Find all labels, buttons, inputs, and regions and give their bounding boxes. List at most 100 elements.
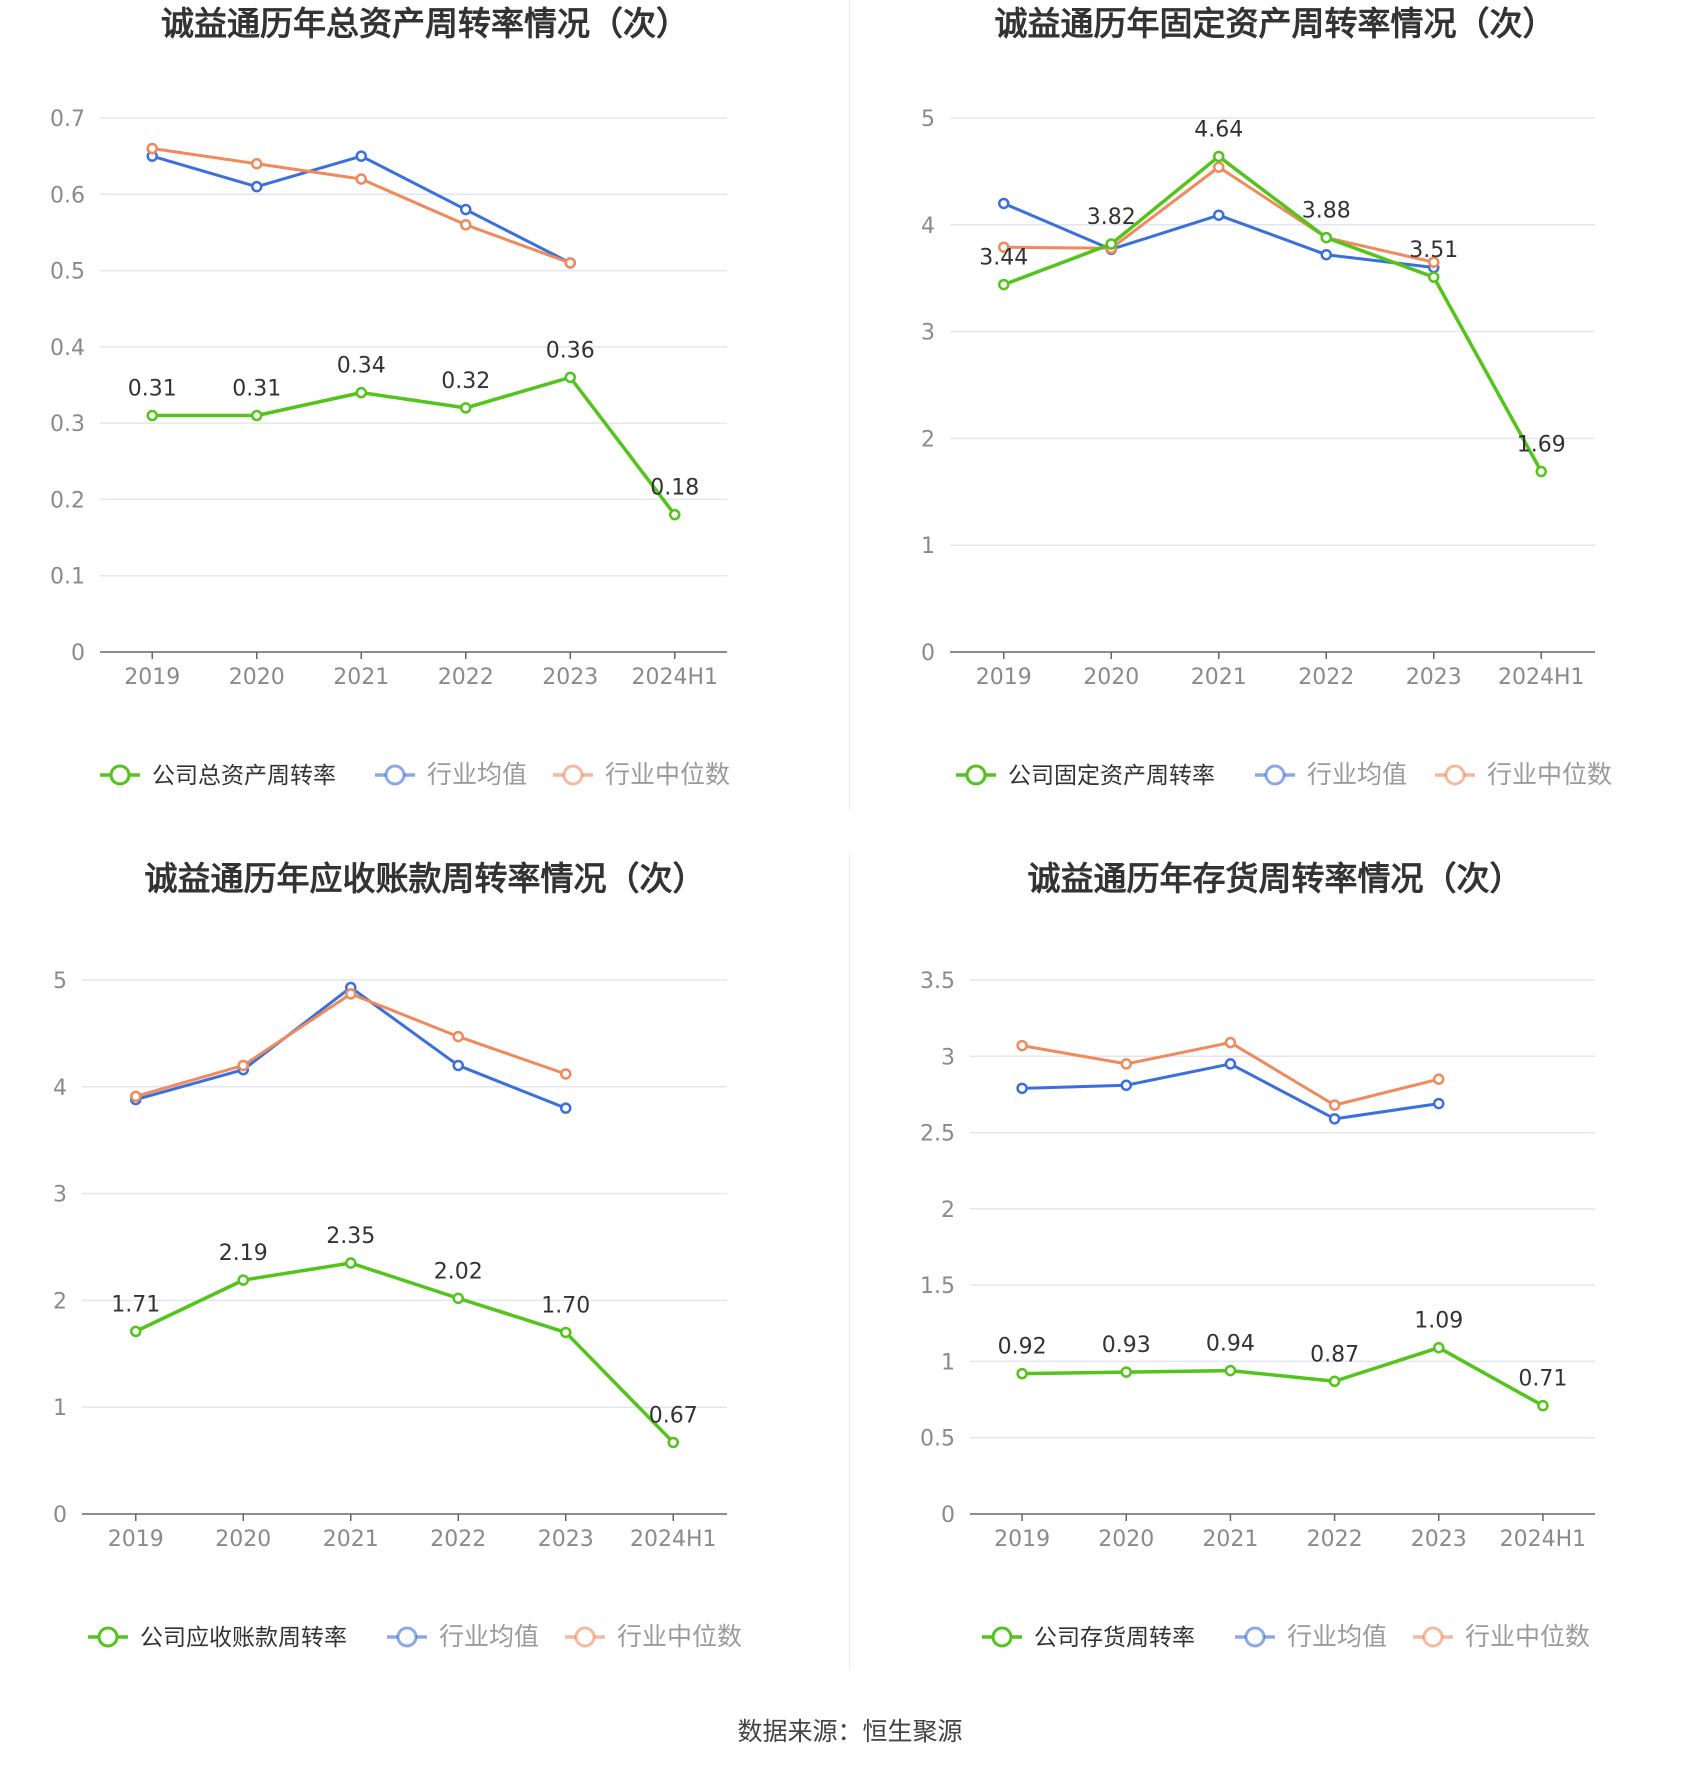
x-tick-label: 2019	[994, 1527, 1050, 1552]
legend-label: 公司存货周转率	[1034, 1625, 1195, 1651]
chart-receivable-turnover: 诚益通历年应收账款周转率情况（次） 0 1 2 3 4 5 2019 2020 2021 2022 2…	[0, 855, 850, 1725]
chart-title: 诚益通历年存货周转率情况（次）	[1028, 859, 1523, 898]
data-point	[1428, 256, 1440, 268]
legend-label: 行业中位数	[617, 1622, 742, 1651]
data-point	[1433, 1073, 1445, 1085]
legend-label: 行业均值	[1307, 760, 1407, 789]
data-label: 0.67	[649, 1403, 698, 1428]
legend-marker-circle	[1244, 1626, 1266, 1648]
data-point	[1433, 1341, 1445, 1354]
x-tick-label: 2021	[1202, 1527, 1258, 1552]
x-tick-label: 2021	[1191, 665, 1247, 690]
data-point	[669, 508, 681, 521]
data-point	[1535, 465, 1547, 478]
data-point	[452, 1292, 464, 1305]
data-label: 0.34	[337, 354, 386, 379]
data-point	[1224, 1364, 1237, 1377]
legend-label: 行业中位数	[1487, 760, 1612, 789]
data-point	[1537, 1399, 1549, 1412]
x-tick-label: 2021	[323, 1527, 379, 1552]
data-label: 0.36	[546, 338, 595, 363]
series-line	[135, 985, 567, 1110]
data-label: 3.51	[1409, 238, 1458, 263]
x-tick-label: 2020	[1098, 1527, 1154, 1552]
legend-label: 行业中位数	[1465, 1622, 1590, 1651]
y-tick-label: 0.1	[50, 565, 85, 590]
x-tick-label: 2022	[1307, 1527, 1363, 1552]
legend-marker-circle	[97, 1626, 119, 1648]
data-point	[355, 150, 367, 162]
data-point	[1224, 1058, 1237, 1070]
data-point	[667, 1436, 679, 1449]
y-tick-label: 4	[921, 214, 935, 239]
legend-label: 公司总资产周转率	[152, 763, 336, 789]
legend-marker-circle	[384, 764, 406, 786]
series-line	[1003, 154, 1543, 473]
data-label: 3.44	[979, 246, 1028, 271]
x-tick-label: 2019	[108, 1527, 164, 1552]
y-tick-label: 0.7	[50, 107, 85, 132]
series-line	[152, 147, 571, 265]
data-point	[1016, 1082, 1028, 1095]
data-point	[1320, 248, 1332, 261]
x-tick-label: 2022	[438, 665, 494, 690]
x-tick-label: 2024H1	[1498, 665, 1585, 690]
data-label: 0.31	[232, 377, 281, 402]
chart-title: 诚益通历年总资产周转率情况（次）	[161, 4, 689, 43]
data-point	[1213, 161, 1225, 173]
chart-fixed-asset-turnover: 诚益通历年固定资产周转率情况（次） 0 1 2 3 4 5 2019 2020 2021 2022 2…	[850, 0, 1700, 870]
y-tick-label: 1	[941, 1350, 955, 1375]
data-point	[1328, 1099, 1341, 1111]
legend-marker-circle	[574, 1626, 596, 1648]
data-label: 0.93	[1102, 1333, 1151, 1358]
x-tick-label: 2019	[976, 665, 1032, 690]
chart-inventory-turnover: 诚益通历年存货周转率情况（次） 0 0.5 1 1.5 2 2.5 3 3.5 2019 2020 2…	[850, 855, 1700, 1725]
data-point	[460, 219, 472, 231]
data-label: 2.19	[219, 1241, 268, 1266]
data-point	[355, 386, 367, 399]
data-point	[460, 402, 472, 414]
legend-label: 行业均值	[439, 1622, 539, 1651]
chart-title: 诚益通历年应收账款周转率情况（次）	[145, 859, 706, 898]
data-point	[560, 1102, 572, 1114]
data-point	[1428, 271, 1440, 283]
data-label: 2.35	[326, 1224, 375, 1249]
data-label: 0.32	[441, 369, 490, 394]
panel-divider-top	[849, 0, 850, 810]
y-tick-label: 5	[53, 969, 67, 994]
data-point	[1224, 1036, 1237, 1049]
x-tick-label: 2022	[430, 1527, 486, 1552]
x-tick-label: 2024H1	[1500, 1527, 1587, 1552]
data-point	[560, 1326, 572, 1339]
data-label: 0.87	[1310, 1342, 1359, 1367]
data-point	[1328, 1375, 1341, 1388]
data-label: 0.71	[1518, 1367, 1567, 1392]
data-point	[251, 158, 263, 170]
y-tick-label: 3	[941, 1045, 955, 1070]
x-tick-label: 2021	[333, 665, 389, 690]
legend-label: 行业均值	[427, 760, 527, 789]
y-tick-label: 1	[53, 1396, 67, 1421]
data-point	[345, 988, 357, 1000]
y-tick-label: 0.3	[50, 412, 85, 437]
y-tick-label: 4	[53, 1076, 67, 1101]
legend-marker-circle	[562, 764, 584, 786]
x-tick-label: 2020	[1083, 665, 1139, 690]
data-point	[998, 197, 1010, 210]
data-label: 0.92	[998, 1335, 1047, 1360]
data-point	[1328, 1113, 1341, 1125]
data-point	[1213, 150, 1225, 163]
y-tick-label: 2	[921, 427, 935, 452]
data-point	[1213, 209, 1225, 221]
chart-svg: 诚益通历年总资产周转率情况（次） 0 0.1 0.2 0.3 0.4 0.5 0.6 0.7 20…	[50, 4, 730, 789]
y-tick-label: 2.5	[920, 1122, 955, 1147]
series-line	[134, 1261, 675, 1444]
series-line	[1022, 1062, 1439, 1121]
panel-divider-bottom	[849, 855, 850, 1670]
legend-marker-circle	[1422, 1626, 1444, 1648]
data-label: 1.69	[1517, 433, 1566, 458]
y-tick-label: 2	[53, 1289, 67, 1314]
y-tick-label: 3	[921, 321, 935, 346]
legend-marker-circle	[396, 1626, 418, 1648]
legend-marker-circle	[1264, 764, 1286, 786]
